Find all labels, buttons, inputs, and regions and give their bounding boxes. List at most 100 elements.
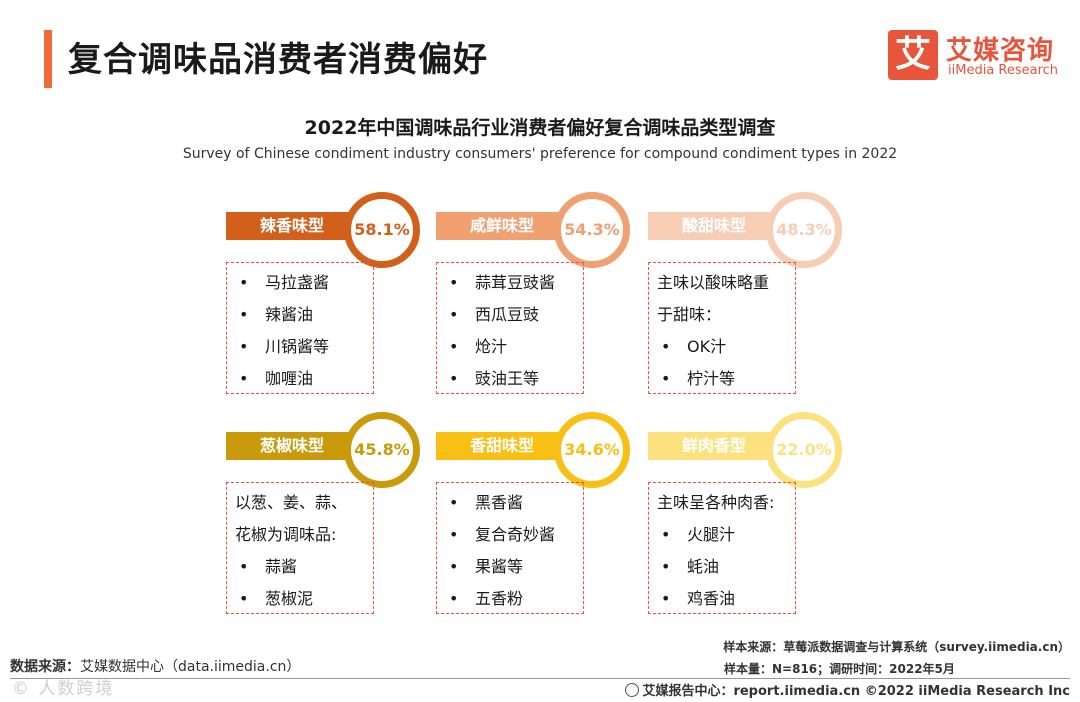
flavor-examples-box: • 马拉盏酱 • 辣酱油 • 川锅酱等 • 咖喱油: [226, 262, 374, 394]
chart-title: 2022年中国调味品行业消费者偏好复合调味品类型调查: [304, 117, 776, 139]
flavor-card: 辣香味型 58.1% • 马拉盏酱 • 辣酱油 • 川锅酱等 • 咖喱油: [226, 192, 426, 406]
sample-info-note: 样本量：N=816；调研时间：2022年5月: [724, 662, 955, 676]
flavor-percentage: 48.3%: [766, 192, 842, 268]
flavor-type-label: 酸甜味型: [648, 212, 788, 240]
flavor-example-text: 辣酱油: [265, 305, 314, 324]
flavor-example-item: 以葱、姜、蒜、: [235, 487, 363, 519]
bullet-icon: •: [449, 557, 459, 576]
flavor-example-text: 主味以酸味略重: [657, 273, 770, 292]
flavor-example-text: 五香粉: [475, 589, 524, 608]
flavor-examples-box: 主味呈各种肉香: • 火腿汁 • 蚝油 • 鸡香油: [648, 482, 796, 614]
bullet-icon: •: [239, 369, 249, 388]
flavor-example-item: 主味以酸味略重: [657, 267, 785, 299]
bullet-icon: •: [449, 305, 459, 324]
sample-source-note: 样本来源：草莓派数据调查与计算系统（survey.iimedia.cn）: [723, 640, 1070, 654]
flavor-example-text: 马拉盏酱: [265, 273, 330, 292]
flavor-example-text: 花椒为调味品:: [235, 525, 337, 544]
flavor-percentage: 54.3%: [554, 192, 630, 268]
chart-subtitle: Survey of Chinese condiment industry con…: [182, 146, 898, 162]
flavor-example-text: 蚝油: [687, 557, 720, 576]
flavor-example-text: 豉油王等: [475, 369, 540, 388]
flavor-percentage: 34.6%: [554, 412, 630, 488]
bullet-icon: •: [239, 273, 249, 292]
flavor-example-item: • 炝汁: [445, 331, 573, 363]
watermark: © 人数跨境: [12, 679, 115, 699]
bullet-icon: •: [661, 557, 671, 576]
flavor-example-text: 炝汁: [475, 337, 508, 356]
flavor-example-item: • 川锅酱等: [235, 331, 363, 363]
flavor-example-item: • 蚝油: [657, 551, 785, 583]
flavor-example-text: 复合奇妙酱: [475, 525, 556, 544]
flavor-example-text: OK汁: [687, 337, 727, 356]
flavor-example-item: 于甜味：: [657, 299, 785, 331]
flavor-percentage: 22.0%: [766, 412, 842, 488]
flavor-percentage: 58.1%: [344, 192, 420, 268]
flavor-example-item: • 蒜茸豆豉酱: [445, 267, 573, 299]
footer-divider: [10, 678, 1070, 679]
flavor-type-label: 辣香味型: [226, 212, 366, 240]
flavor-type-label: 咸鲜味型: [436, 212, 576, 240]
bullet-icon: •: [661, 337, 671, 356]
flavor-example-item: • 辣酱油: [235, 299, 363, 331]
flavor-example-item: • 五香粉: [445, 583, 573, 615]
flavor-example-text: 葱椒泥: [265, 589, 314, 608]
flavor-examples-box: 主味以酸味略重 于甜味： • OK汁 • 柠汁等: [648, 262, 796, 394]
bullet-icon: •: [449, 525, 459, 544]
bullet-icon: •: [449, 273, 459, 292]
globe-icon: [625, 683, 640, 697]
bullet-icon: •: [661, 589, 671, 608]
flavor-example-item: • OK汁: [657, 331, 785, 363]
report-center-text: 艾媒报告中心：report.iimedia.cn ©2022 iiMedia R…: [642, 684, 1070, 699]
data-source-text: 艾媒数据中心（data.iimedia.cn）: [80, 659, 301, 675]
flavor-card: 酸甜味型 48.3% 主味以酸味略重 于甜味： • OK汁 • 柠汁等: [648, 192, 848, 406]
report-center: 艾媒报告中心：report.iimedia.cn ©2022 iiMedia R…: [625, 680, 1070, 699]
flavor-example-item: 花椒为调味品:: [235, 519, 363, 551]
bullet-icon: •: [239, 337, 249, 356]
bullet-icon: •: [449, 493, 459, 512]
flavor-example-item: 主味呈各种肉香:: [657, 487, 785, 519]
flavor-example-item: • 西瓜豆豉: [445, 299, 573, 331]
flavor-example-text: 鸡香油: [687, 589, 736, 608]
flavor-example-text: 川锅酱等: [265, 337, 330, 356]
logo-english-name: iiMedia Research: [948, 63, 1059, 78]
flavor-type-label: 鲜肉香型: [648, 432, 788, 460]
flavor-example-item: • 柠汁等: [657, 363, 785, 395]
bullet-icon: •: [239, 557, 249, 576]
flavor-example-text: 于甜味：: [657, 305, 722, 324]
flavor-type-label: 香甜味型: [436, 432, 576, 460]
logo-mark: 艾: [888, 30, 938, 80]
flavor-example-item: • 豉油王等: [445, 363, 573, 395]
flavor-card: 咸鲜味型 54.3% • 蒜茸豆豉酱 • 西瓜豆豉 • 炝汁 • 豉油王等: [436, 192, 636, 406]
bullet-icon: •: [449, 369, 459, 388]
flavor-examples-box: • 蒜茸豆豉酱 • 西瓜豆豉 • 炝汁 • 豉油王等: [436, 262, 584, 394]
data-source: 数据来源：艾媒数据中心（data.iimedia.cn）: [10, 656, 300, 676]
flavor-example-text: 火腿汁: [687, 525, 736, 544]
flavor-example-text: 咖喱油: [265, 369, 314, 388]
flavor-examples-box: • 黑香酱 • 复合奇妙酱 • 果酱等 • 五香粉: [436, 482, 584, 614]
flavor-example-item: • 葱椒泥: [235, 583, 363, 615]
flavor-card: 香甜味型 34.6% • 黑香酱 • 复合奇妙酱 • 果酱等 • 五香粉: [436, 412, 636, 626]
bullet-icon: •: [239, 589, 249, 608]
flavor-percentage: 45.8%: [344, 412, 420, 488]
flavor-example-item: • 火腿汁: [657, 519, 785, 551]
flavor-example-item: • 果酱等: [445, 551, 573, 583]
flavor-example-item: • 黑香酱: [445, 487, 573, 519]
flavor-example-text: 果酱等: [475, 557, 524, 576]
bullet-icon: •: [661, 525, 671, 544]
title-accent-bar: [44, 30, 52, 88]
flavor-example-item: • 复合奇妙酱: [445, 519, 573, 551]
iimedia-logo: 艾 艾媒咨询 iiMedia Research: [888, 30, 1068, 84]
flavor-example-text: 以葱、姜、蒜、: [235, 493, 348, 512]
flavor-card: 鲜肉香型 22.0% 主味呈各种肉香: • 火腿汁 • 蚝油 • 鸡香油: [648, 412, 848, 626]
flavor-example-text: 主味呈各种肉香:: [657, 493, 775, 512]
flavor-type-label: 葱椒味型: [226, 432, 366, 460]
flavor-example-item: • 鸡香油: [657, 583, 785, 615]
flavor-example-item: • 蒜酱: [235, 551, 363, 583]
flavor-example-text: 柠汁等: [687, 369, 736, 388]
flavor-example-text: 蒜茸豆豉酱: [475, 273, 556, 292]
flavor-example-text: 黑香酱: [475, 493, 524, 512]
bullet-icon: •: [239, 305, 249, 324]
flavor-card: 葱椒味型 45.8% 以葱、姜、蒜、 花椒为调味品: • 蒜酱 • 葱椒泥: [226, 412, 426, 626]
data-source-label: 数据来源：: [10, 659, 80, 675]
flavor-example-item: • 咖喱油: [235, 363, 363, 395]
